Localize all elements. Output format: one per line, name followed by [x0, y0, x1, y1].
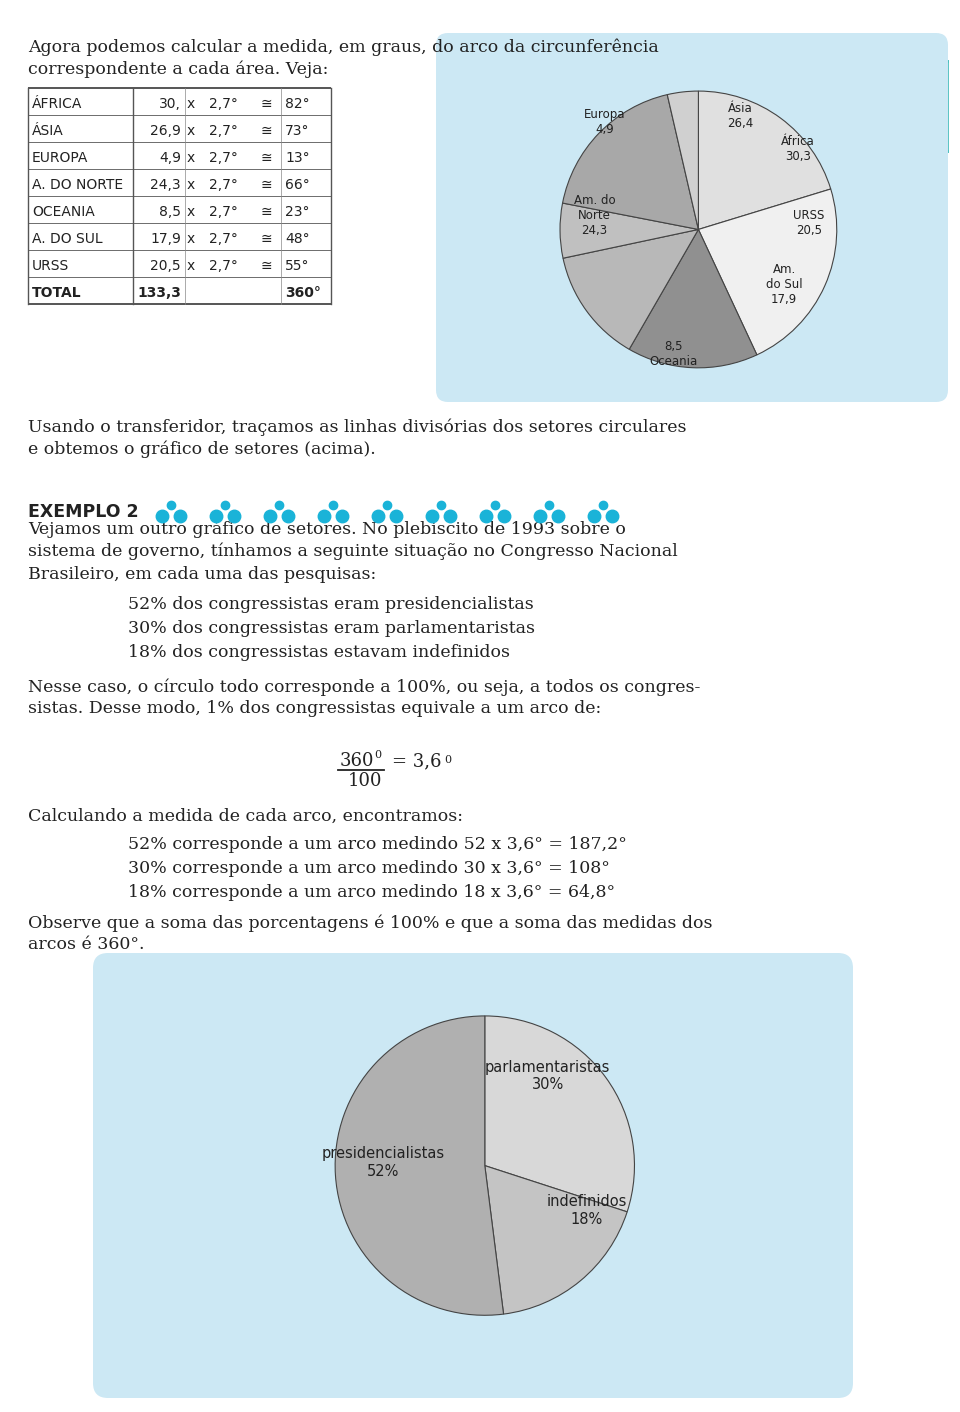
Text: Usando o transferidor, traçamos as linhas divisórias dos setores circulares: Usando o transferidor, traçamos as linha… [28, 418, 686, 435]
Text: Brasileiro, em cada uma das pesquisas:: Brasileiro, em cada uma das pesquisas: [28, 566, 376, 583]
Text: arcos é 360°.: arcos é 360°. [28, 936, 145, 953]
Text: Am.
do Sul
17,9: Am. do Sul 17,9 [766, 263, 803, 306]
Text: 2,7°: 2,7° [209, 97, 238, 112]
Text: x: x [187, 232, 195, 246]
Text: AULA: AULA [872, 27, 908, 41]
Text: 30,: 30, [159, 97, 181, 112]
Text: 8,5
Oceania: 8,5 Oceania [649, 340, 698, 369]
Text: 8,5: 8,5 [159, 205, 181, 219]
Wedge shape [485, 1017, 635, 1211]
Text: 82°: 82° [285, 97, 310, 112]
Text: presidencialistas
52%: presidencialistas 52% [322, 1147, 444, 1179]
Text: Ásia
26,4: Ásia 26,4 [727, 102, 753, 130]
Text: 13°: 13° [285, 151, 310, 165]
Text: 360°: 360° [285, 287, 321, 301]
Text: correspondente a cada área. Veja:: correspondente a cada área. Veja: [28, 59, 328, 78]
FancyBboxPatch shape [93, 953, 853, 1398]
Text: ≅: ≅ [261, 151, 273, 165]
Text: 133,3: 133,3 [137, 287, 181, 301]
FancyBboxPatch shape [436, 32, 948, 402]
Text: 2,7°: 2,7° [209, 124, 238, 138]
Text: 4,9: 4,9 [159, 151, 181, 165]
Text: ≅: ≅ [261, 260, 273, 273]
Text: Agora podemos calcular a medida, em graus, do arco da circunferência: Agora podemos calcular a medida, em grau… [28, 38, 659, 55]
Text: 52% dos congressistas eram presidencialistas: 52% dos congressistas eram presidenciali… [128, 596, 534, 613]
Wedge shape [667, 90, 699, 229]
Text: ÁSIA: ÁSIA [32, 124, 63, 138]
Text: x: x [187, 151, 195, 165]
Text: 2,7°: 2,7° [209, 205, 238, 219]
Text: 2,7°: 2,7° [209, 151, 238, 165]
Text: 0: 0 [374, 750, 381, 760]
Text: 55°: 55° [285, 260, 309, 273]
Text: 23°: 23° [285, 205, 309, 219]
Wedge shape [698, 90, 830, 229]
Text: 26,9: 26,9 [150, 124, 181, 138]
Text: x: x [187, 124, 195, 138]
Text: 2,7°: 2,7° [209, 178, 238, 192]
Text: Calculando a medida de cada arco, encontramos:: Calculando a medida de cada arco, encont… [28, 808, 463, 825]
Text: e obtemos o gráfico de setores (acima).: e obtemos o gráfico de setores (acima). [28, 441, 375, 457]
Text: TOTAL: TOTAL [32, 287, 82, 301]
Text: EUROPA: EUROPA [32, 151, 88, 165]
Text: 0: 0 [444, 755, 451, 765]
Text: parlamentaristas
30%: parlamentaristas 30% [485, 1059, 611, 1091]
Text: A. DO SUL: A. DO SUL [32, 232, 103, 246]
Text: sistas. Desse modo, 1% dos congressistas equivale a um arco de:: sistas. Desse modo, 1% dos congressistas… [28, 700, 601, 717]
Text: Nesse caso, o círculo todo corresponde a 100%, ou seja, a todos os congres-: Nesse caso, o círculo todo corresponde a… [28, 678, 701, 696]
Wedge shape [698, 189, 837, 354]
Text: 30% dos congressistas eram parlamentaristas: 30% dos congressistas eram parlamentaris… [128, 620, 535, 637]
Text: ≅: ≅ [261, 205, 273, 219]
Text: 29: 29 [861, 85, 919, 127]
Text: URSS
20,5: URSS 20,5 [793, 209, 825, 237]
Text: 2,7°: 2,7° [209, 260, 238, 273]
Text: Observe que a soma das porcentagens é 100% e que a soma das medidas dos: Observe que a soma das porcentagens é 10… [28, 914, 712, 932]
Text: 24,3: 24,3 [151, 178, 181, 192]
Text: 18% dos congressistas estavam indefinidos: 18% dos congressistas estavam indefinido… [128, 644, 510, 661]
Wedge shape [485, 1166, 627, 1315]
Wedge shape [563, 95, 698, 229]
Text: Am. do
Norte
24,3: Am. do Norte 24,3 [574, 193, 615, 237]
Text: ≅: ≅ [261, 97, 273, 112]
Wedge shape [629, 229, 756, 367]
Text: EXEMPLO 2: EXEMPLO 2 [28, 503, 138, 521]
Text: Europa
4,9: Europa 4,9 [584, 107, 625, 136]
Text: África
30,3: África 30,3 [781, 136, 815, 164]
Text: x: x [187, 97, 195, 112]
Text: Vejamos um outro gráfico de setores. No plebiscito de 1993 sobre o: Vejamos um outro gráfico de setores. No … [28, 520, 626, 538]
Text: 30% corresponde a um arco medindo 30 x 3,6° = 108°: 30% corresponde a um arco medindo 30 x 3… [128, 860, 610, 877]
Text: URSS: URSS [32, 260, 69, 273]
Wedge shape [564, 229, 698, 349]
Text: sistema de governo, tínhamos a seguinte situação no Congresso Nacional: sistema de governo, tínhamos a seguinte … [28, 544, 678, 561]
Text: x: x [187, 205, 195, 219]
Text: 66°: 66° [285, 178, 310, 192]
Text: 18% corresponde a um arco medindo 18 x 3,6° = 64,8°: 18% corresponde a um arco medindo 18 x 3… [128, 884, 615, 901]
Text: OCEANIA: OCEANIA [32, 205, 95, 219]
Text: 17,9: 17,9 [150, 232, 181, 246]
Text: ≅: ≅ [261, 178, 273, 192]
Text: = 3,6: = 3,6 [392, 753, 442, 770]
Text: 2,7°: 2,7° [209, 232, 238, 246]
Wedge shape [335, 1017, 504, 1315]
Text: 48°: 48° [285, 232, 310, 246]
Text: A. DO NORTE: A. DO NORTE [32, 178, 123, 192]
Text: x: x [187, 260, 195, 273]
Text: 100: 100 [348, 772, 382, 789]
Text: ÁFRICA: ÁFRICA [32, 97, 83, 112]
Wedge shape [560, 203, 698, 258]
Text: 52% corresponde a um arco medindo 52 x 3,6° = 187,2°: 52% corresponde a um arco medindo 52 x 3… [128, 836, 627, 853]
Text: 20,5: 20,5 [151, 260, 181, 273]
Text: ≅: ≅ [261, 124, 273, 138]
Text: indefinidos
18%: indefinidos 18% [546, 1195, 627, 1227]
Text: ≅: ≅ [261, 232, 273, 246]
Text: 360: 360 [340, 753, 374, 770]
Text: x: x [187, 178, 195, 192]
Text: 73°: 73° [285, 124, 309, 138]
